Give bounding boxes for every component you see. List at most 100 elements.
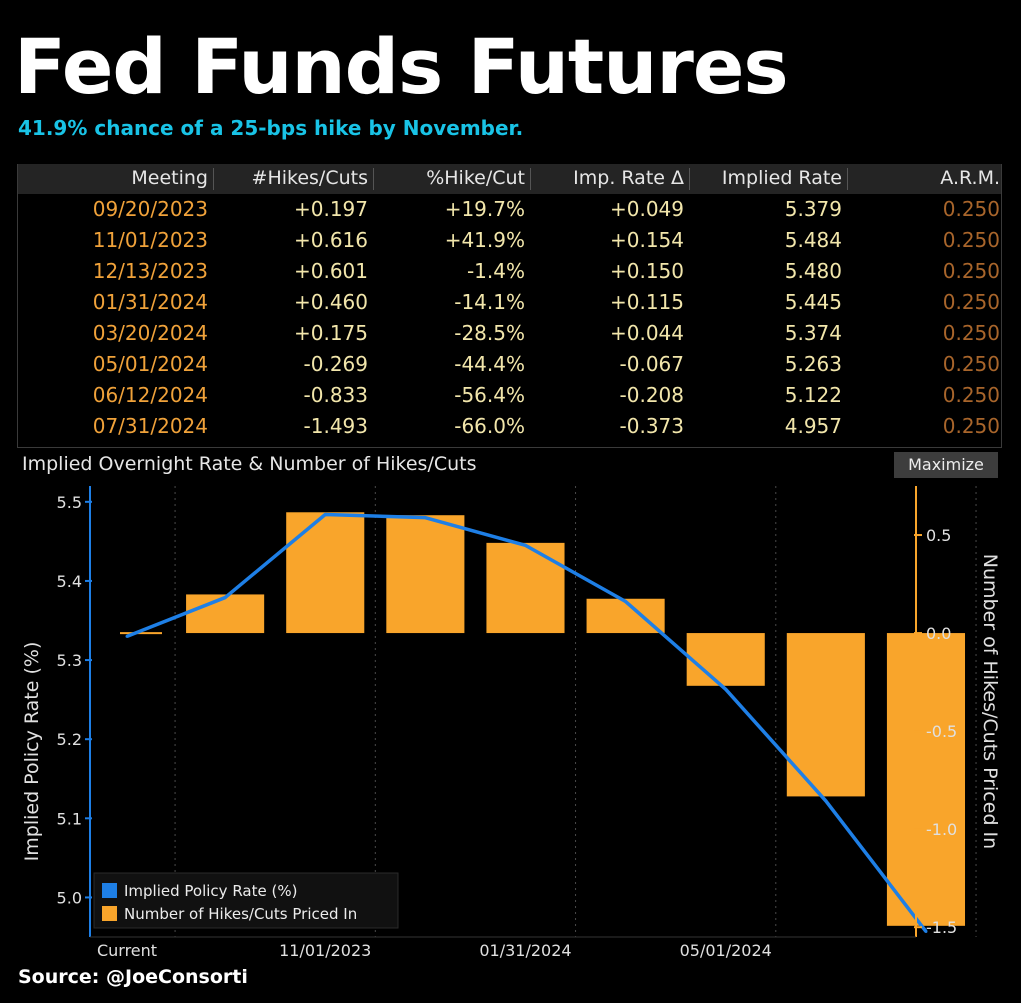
table-cell: +0.460 <box>293 290 368 314</box>
table-row[interactable]: 12/13/2023 +0.601 -1.4% +0.150 5.480 0.250 <box>18 256 1001 287</box>
table-cell: 0.250 <box>942 197 1000 221</box>
table-cell: +19.7% <box>444 197 525 221</box>
table-cell: 12/13/2023 <box>92 259 208 283</box>
line-point <box>523 543 527 547</box>
table-cell: 5.445 <box>784 290 842 314</box>
table-cell: 5.379 <box>784 197 842 221</box>
column-header[interactable]: A.R.M. <box>940 167 1000 189</box>
table-cell: +41.9% <box>444 228 525 252</box>
column-header[interactable]: %Hike/Cut <box>426 167 525 189</box>
line-series <box>125 512 928 933</box>
line-point <box>924 929 928 933</box>
table-cell: 0.250 <box>942 383 1000 407</box>
table-cell: +0.175 <box>293 321 368 345</box>
table-row[interactable]: 09/20/2023 +0.197 +19.7% +0.049 5.379 0.250 <box>18 194 1001 225</box>
maximize-button[interactable]: Maximize <box>894 452 998 478</box>
table-header: Meeting #Hikes/Cuts %Hike/Cut Imp. Rate Δ Im… <box>18 164 1001 194</box>
page-title: Fed Funds Futures <box>14 22 789 111</box>
table-cell: -56.4% <box>454 383 525 407</box>
table-cell: 07/31/2024 <box>92 414 208 438</box>
bar <box>186 594 265 634</box>
table-cell: -1.4% <box>466 259 525 283</box>
column-separator <box>847 168 848 190</box>
legend-label: Number of Hikes/Cuts Priced In <box>124 905 357 923</box>
table-cell: -0.373 <box>619 414 684 438</box>
chart-axes: 5.0 5.1 5.2 5.3 5.4 5.5 Implied Policy Rate (%… <box>21 486 1001 960</box>
right-tick-label: 0.5 <box>926 526 951 545</box>
x-tick-label: 01/31/2024 <box>479 941 571 960</box>
left-tick-label: 5.2 <box>57 730 82 749</box>
left-tick-label: 5.1 <box>57 809 82 828</box>
line-point <box>125 634 129 638</box>
right-tick-label: 0.0 <box>926 624 951 643</box>
table-cell: -0.208 <box>619 383 684 407</box>
line-point <box>624 600 628 604</box>
bar <box>886 633 966 926</box>
column-separator <box>213 168 214 190</box>
table-cell: +0.150 <box>609 259 684 283</box>
column-header[interactable]: #Hikes/Cuts <box>251 167 368 189</box>
table-cell: 11/01/2023 <box>92 228 208 252</box>
bar <box>286 512 365 634</box>
legend-label: Implied Policy Rate (%) <box>124 882 297 900</box>
left-tick-label: 5.0 <box>57 888 82 907</box>
left-axis-label: Implied Policy Rate (%) <box>21 642 43 862</box>
bar <box>386 515 465 634</box>
table-row[interactable]: 06/12/2024 -0.833 -56.4% -0.208 5.122 0.250 <box>18 380 1001 411</box>
table-cell: +0.115 <box>609 290 684 314</box>
futures-table: Meeting #Hikes/Cuts %Hike/Cut Imp. Rate Δ Im… <box>17 164 1002 448</box>
table-row[interactable]: 01/31/2024 +0.460 -14.1% +0.115 5.445 0.250 <box>18 287 1001 318</box>
table-cell: 01/31/2024 <box>92 290 208 314</box>
bar <box>586 598 665 634</box>
table-cell: 5.480 <box>784 259 842 283</box>
table-row[interactable]: 03/20/2024 +0.175 -28.5% +0.044 5.374 0.250 <box>18 318 1001 349</box>
table-cell: 0.250 <box>942 290 1000 314</box>
x-tick-label: 11/01/2023 <box>279 941 371 960</box>
line-point <box>724 687 728 691</box>
left-tick-label: 5.5 <box>57 493 82 512</box>
table-row[interactable]: 11/01/2023 +0.616 +41.9% +0.154 5.484 0.250 <box>18 225 1001 256</box>
bar <box>486 542 565 634</box>
source-note: Source: @JoeConsorti <box>18 966 248 988</box>
left-tick-label: 5.4 <box>57 572 82 591</box>
table-cell: 0.250 <box>942 414 1000 438</box>
table-row[interactable]: 07/31/2024 -1.493 -66.0% -0.373 4.957 0.250 <box>18 411 1001 442</box>
table-cell: +0.049 <box>609 197 684 221</box>
chart-legend: Implied Policy Rate (%) Number of Hikes/C… <box>93 872 399 929</box>
table-cell: +0.154 <box>609 228 684 252</box>
table-cell: 5.484 <box>784 228 842 252</box>
table-cell: -66.0% <box>454 414 525 438</box>
column-header[interactable]: Imp. Rate Δ <box>573 167 684 189</box>
table-cell: -44.4% <box>454 352 525 376</box>
table-cell: +0.044 <box>609 321 684 345</box>
right-tick-label: -1.0 <box>926 820 957 839</box>
line-point <box>223 596 227 600</box>
table-cell: -14.1% <box>454 290 525 314</box>
table-cell: -0.269 <box>303 352 368 376</box>
right-tick-label: -1.5 <box>926 918 957 937</box>
table-cell: 09/20/2023 <box>92 197 208 221</box>
column-separator <box>530 168 531 190</box>
column-header[interactable]: Implied Rate <box>721 167 842 189</box>
legend-swatch <box>102 906 117 921</box>
table-cell: +0.616 <box>293 228 368 252</box>
table-cell: -0.833 <box>303 383 368 407</box>
table-cell: 5.263 <box>784 352 842 376</box>
column-header[interactable]: Meeting <box>131 167 208 189</box>
table-cell: 5.374 <box>784 321 842 345</box>
bar-series <box>120 512 966 926</box>
column-separator <box>689 168 690 190</box>
table-row[interactable]: 05/01/2024 -0.269 -44.4% -0.067 5.263 0.250 <box>18 349 1001 380</box>
table-cell: +0.197 <box>293 197 368 221</box>
bar <box>686 633 765 686</box>
page-subtitle: 41.9% chance of a 25-bps hike by Novembe… <box>18 116 524 140</box>
chart: 5.0 5.1 5.2 5.3 5.4 5.5 Implied Policy Rate (%… <box>21 486 1001 960</box>
table-cell: 0.250 <box>942 259 1000 283</box>
line-point <box>423 516 427 520</box>
legend-swatch <box>102 883 117 898</box>
x-tick-label: 05/01/2024 <box>680 941 772 960</box>
table-cell: -28.5% <box>454 321 525 345</box>
table-cell: 0.250 <box>942 352 1000 376</box>
chart-title: Implied Overnight Rate & Number of Hikes… <box>22 453 477 475</box>
right-tick-label: -0.5 <box>926 722 957 741</box>
